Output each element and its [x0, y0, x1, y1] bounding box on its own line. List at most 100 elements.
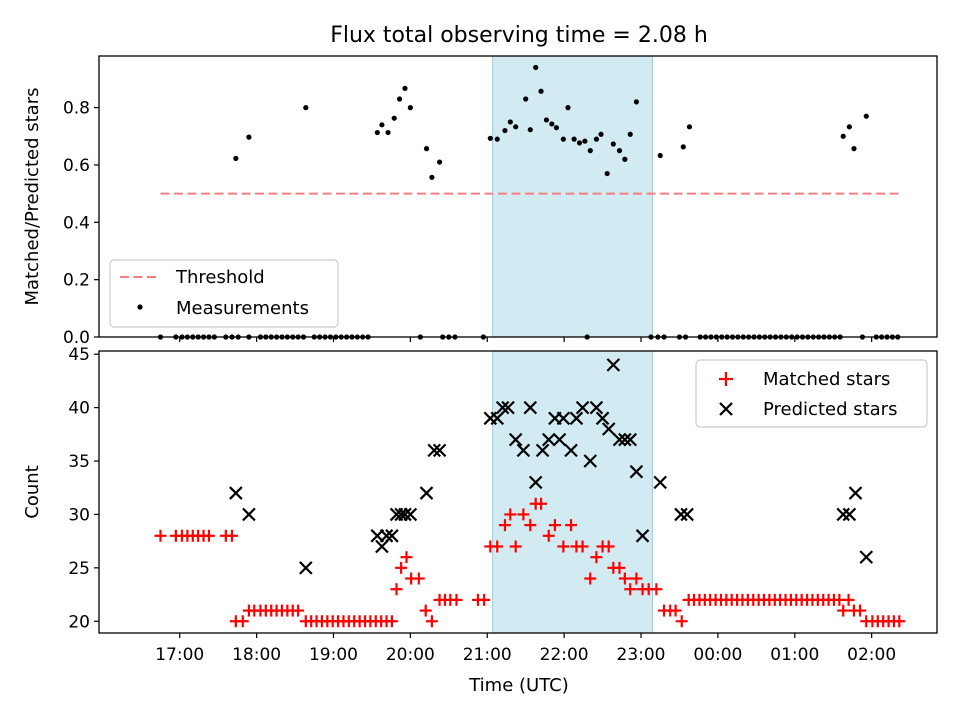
ratio-axes-frame [98, 55, 938, 338]
matched-star-marker [650, 583, 663, 596]
legend-threshold-label: Threshold [175, 267, 265, 288]
predicted-star-marker [523, 400, 538, 415]
predicted-star-marker [569, 411, 584, 426]
measurement-point [587, 148, 593, 154]
predicted-star-marker [575, 400, 590, 415]
predicted-star-marker [398, 507, 412, 522]
legend-measurements-label: Measurements [176, 298, 309, 319]
x-tick-label: 17:00 [155, 645, 204, 665]
y-tick-label: 30 [68, 505, 90, 525]
matched-star-marker [893, 615, 906, 628]
predicted-star-marker [535, 443, 550, 458]
x-tick-label: 18:00 [232, 645, 281, 665]
measurement-point [565, 105, 571, 111]
measurement-point [851, 146, 857, 152]
matched-star-marker [412, 572, 425, 585]
matched-star-marker [854, 604, 867, 617]
measurement-point [576, 140, 583, 146]
predicted-star-marker [403, 507, 418, 522]
matched-star-marker [202, 529, 215, 542]
matched-star-marker [842, 593, 855, 606]
legend-predicted-swatch [719, 402, 733, 416]
predicted-star-marker [836, 507, 850, 522]
legend-matched-label: Matched stars [763, 369, 890, 390]
matched-star-marker [542, 529, 555, 542]
count-y-axis: 20 25 30 35 40 45 [68, 345, 99, 632]
x-tick-label: 22:00 [540, 645, 589, 665]
matched-star-marker [478, 593, 491, 606]
measurement-point [553, 125, 560, 131]
predicted-star-marker [674, 507, 688, 522]
measurement-point [633, 99, 639, 105]
matched-star-marker [292, 604, 305, 617]
predicted-star-marker [618, 432, 632, 447]
y-tick-label: 0.8 [63, 99, 90, 119]
ratio-y-label: Matched/Predicted stars [22, 88, 43, 306]
measurement-point [686, 124, 693, 130]
matched-stars-series [154, 497, 906, 628]
measurement-point [627, 131, 633, 137]
predicted-star-marker [299, 561, 313, 575]
predicted-star-marker [612, 432, 627, 447]
measurement-point [436, 159, 443, 165]
matched-star-marker [602, 540, 615, 553]
chart-title: Flux total observing time = 2.08 h [330, 23, 708, 48]
predicted-star-marker [848, 486, 863, 500]
x-tick-label: 20:00 [386, 645, 435, 665]
x-tick-label: 19:00 [309, 645, 358, 665]
count-legend: Matched stars Predicted stars [695, 359, 928, 428]
legend-matched-swatch [719, 372, 733, 386]
y-tick-label: 25 [68, 559, 90, 579]
x-axis-label: Time (UTC) [468, 675, 569, 696]
matched-star-marker [395, 561, 408, 574]
legend-measurements-swatch [137, 304, 143, 310]
measurement-point [527, 127, 533, 133]
measurement-point [523, 96, 529, 102]
matched-star-marker [630, 572, 643, 585]
measurement-point [391, 115, 397, 121]
x-tick-label: 00:00 [693, 645, 742, 665]
matched-star-marker [517, 508, 530, 521]
predicted-star-marker [629, 464, 644, 479]
count-shaded-span [492, 350, 654, 634]
predicted-star-marker [490, 411, 505, 426]
x-tick-label: 23:00 [617, 645, 666, 665]
matched-star-marker [390, 583, 403, 596]
measurement-point [303, 105, 309, 111]
matched-star-marker [624, 583, 637, 596]
y-tick-label: 35 [68, 452, 90, 472]
measurement-point [494, 136, 500, 142]
matched-star-marker [565, 519, 578, 532]
matched-star-marker [584, 572, 597, 585]
measurement-point [840, 133, 846, 139]
matched-star-marker [425, 615, 438, 628]
matched-star-marker [226, 529, 239, 542]
matched-star-marker [419, 604, 432, 617]
measurement-point [407, 105, 413, 111]
y-tick-label: 40 [68, 399, 90, 419]
matched-star-marker [400, 551, 413, 564]
measurement-point [863, 113, 869, 119]
predicted-star-marker [583, 454, 598, 468]
measurement-point [582, 138, 588, 144]
matched-star-marker [509, 540, 522, 553]
predicted-star-marker [606, 358, 621, 372]
measurement-point [487, 135, 493, 141]
predicted-star-marker [242, 507, 256, 522]
measurement-point [538, 88, 544, 94]
matched-star-marker [450, 593, 463, 606]
matched-star-marker [524, 519, 537, 532]
predicted-star-marker [541, 432, 556, 447]
predicted-star-marker [419, 486, 434, 500]
predicted-star-marker [564, 443, 578, 458]
predicted-star-marker [375, 539, 389, 554]
matched-star-marker [675, 615, 688, 628]
predicted-stars-series [229, 358, 874, 575]
y-tick-label: 20 [68, 612, 90, 632]
measurement-point [593, 136, 600, 142]
matched-star-marker [837, 604, 850, 617]
predicted-star-marker [385, 529, 399, 543]
measurement-point [374, 129, 380, 136]
count-legend-box [695, 359, 928, 428]
measurement-point [598, 131, 604, 137]
